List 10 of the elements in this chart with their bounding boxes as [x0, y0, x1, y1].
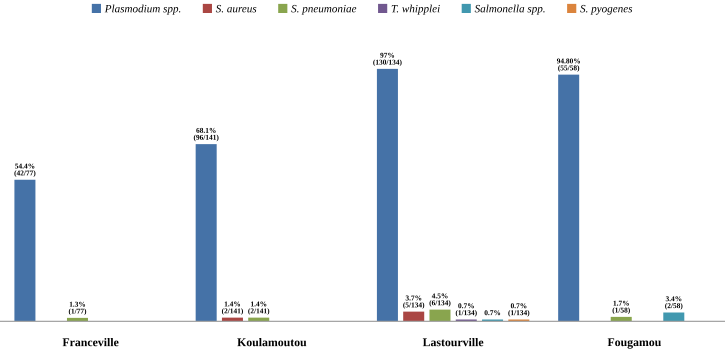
legend-label: Plasmodium spp. [104, 4, 180, 15]
x-tick-label: Koulamoutou [237, 338, 306, 346]
x-tick-label: Lastourville [422, 338, 484, 346]
legend-label: S. pneumoniae [291, 4, 356, 15]
x-tick-label: Franceville [62, 338, 119, 346]
legend-label: S. pyogenes [580, 4, 632, 15]
legend-label: S. aureus [216, 4, 256, 12]
legend-label: T. whipplei [392, 4, 440, 15]
x-tick-label: Fougamou [608, 338, 661, 349]
legend-label: Salmonella spp. [474, 4, 545, 15]
